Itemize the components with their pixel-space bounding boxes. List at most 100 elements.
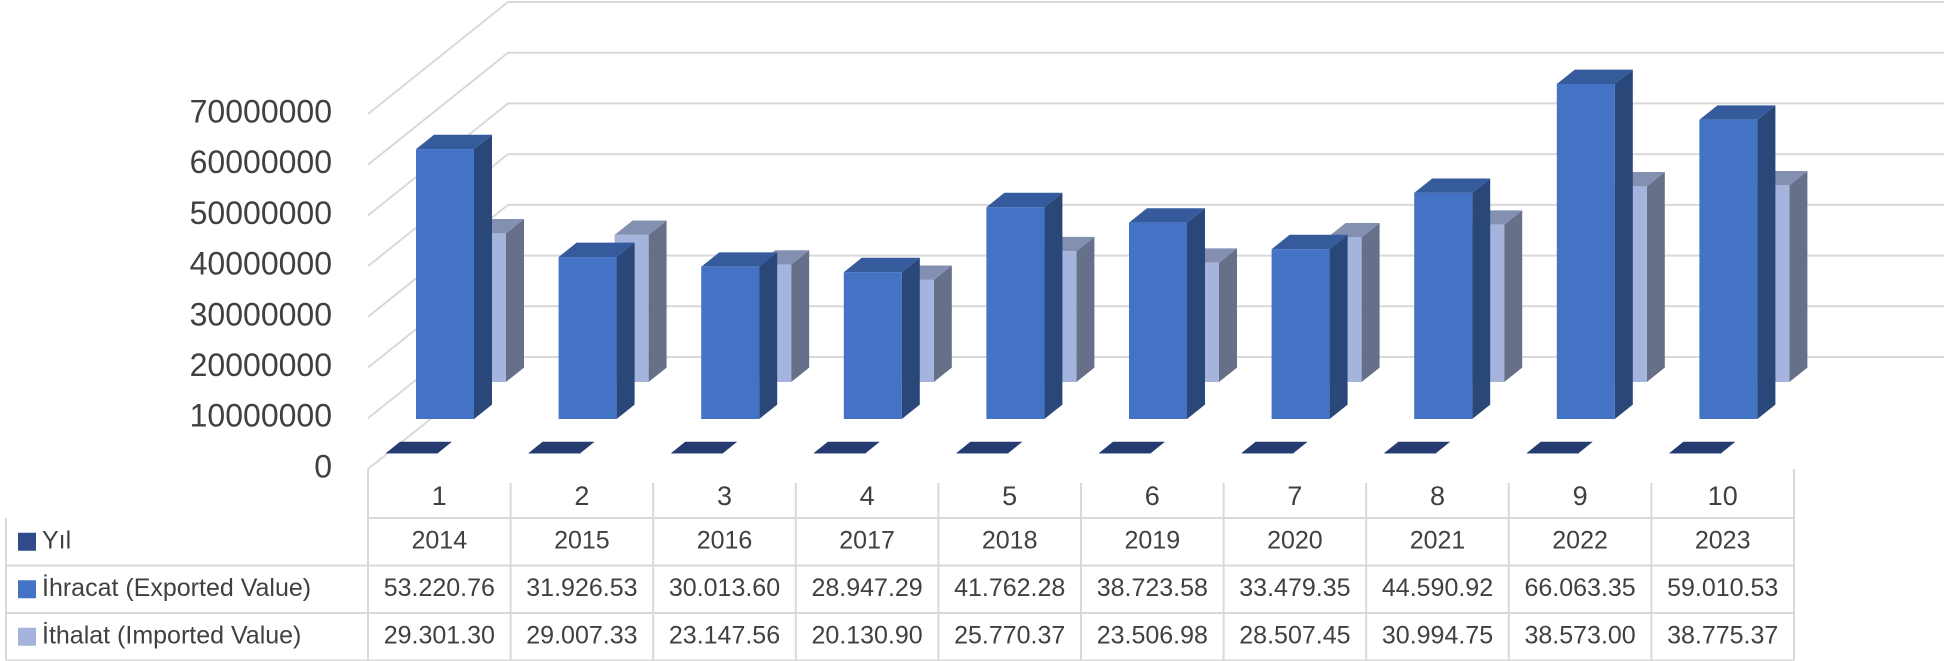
grid-line — [367, 51, 1944, 166]
bar — [1129, 222, 1187, 419]
y-tick-label: 70000000 — [190, 93, 332, 129]
bar-side — [1044, 192, 1063, 419]
bar — [1241, 452, 1294, 454]
table-cell: 2015 — [554, 526, 610, 554]
bar-side — [438, 441, 452, 453]
table-cell: 25.770.37 — [954, 621, 1065, 649]
bar-side — [1436, 441, 1451, 453]
grid-line — [367, 102, 1944, 217]
x-tick-label: 8 — [1430, 481, 1445, 511]
grid-line — [367, 0, 1944, 115]
bar — [386, 452, 438, 454]
bar-side — [1076, 236, 1095, 382]
bar-side — [1151, 441, 1165, 453]
bar-side — [1721, 441, 1736, 453]
table-cell: 29.007.33 — [526, 621, 637, 649]
bar-side — [1504, 210, 1523, 382]
table-cell: 2019 — [1124, 526, 1180, 554]
bar-side — [1472, 178, 1491, 419]
bar — [671, 452, 724, 454]
bar-top — [558, 242, 635, 258]
table-cell: 23.147.56 — [669, 621, 780, 649]
table-cell: 66.063.35 — [1524, 574, 1635, 602]
bar-top — [813, 441, 880, 453]
bar-top — [1129, 208, 1205, 223]
table-cell: 44.590.92 — [1382, 574, 1493, 602]
bar-side — [1293, 441, 1308, 453]
table-cell: 2021 — [1410, 526, 1466, 554]
bar-top — [843, 257, 920, 273]
table-cell: 2018 — [982, 526, 1038, 554]
y-tick-label: 30000000 — [190, 296, 332, 332]
table-cell: 2023 — [1695, 526, 1751, 554]
x-tick-label: 2 — [574, 481, 589, 511]
legend-swatch — [18, 580, 36, 599]
y-tick-label: 20000000 — [190, 347, 332, 383]
bar — [1556, 83, 1615, 419]
bar-top — [1384, 441, 1451, 453]
bar-top — [386, 441, 452, 453]
bar — [416, 149, 474, 419]
bar — [1414, 192, 1473, 419]
bar-side — [1187, 208, 1205, 419]
y-tick-label: 40000000 — [190, 246, 332, 282]
table-cell: 38.775.37 — [1667, 621, 1778, 649]
bar-top — [701, 252, 778, 267]
bar — [1669, 452, 1722, 454]
table-cell: 28.947.29 — [811, 574, 922, 602]
bar-top — [1327, 223, 1380, 238]
bar-top — [1556, 69, 1633, 84]
table-cell: 30.013.60 — [669, 574, 780, 602]
bar — [701, 266, 760, 419]
bar-top — [986, 192, 1063, 208]
bar — [1271, 249, 1330, 419]
bar-side — [865, 441, 880, 453]
bar-side — [1219, 248, 1237, 382]
bar-top — [1271, 234, 1348, 250]
bar-side — [791, 250, 810, 382]
table-cell: 2022 — [1552, 526, 1608, 554]
x-tick-label: 7 — [1287, 481, 1302, 511]
bar-top — [1669, 441, 1736, 453]
bar-side — [933, 265, 952, 382]
table-cell: 31.926.53 — [526, 574, 637, 602]
bar-side — [506, 219, 524, 382]
bar-top — [671, 441, 738, 453]
bar-side — [580, 441, 595, 453]
bar — [1699, 119, 1758, 420]
table-cell: 59.010.53 — [1667, 574, 1778, 602]
bar-side — [723, 441, 738, 453]
table-cell: 2014 — [411, 526, 467, 554]
bar-side — [759, 252, 778, 419]
table-cell: 28.507.45 — [1239, 621, 1350, 649]
table-cell: 2020 — [1267, 526, 1323, 554]
x-tick-label: 4 — [860, 481, 875, 511]
legend-swatch — [18, 532, 36, 551]
bar — [813, 452, 866, 454]
y-tick-label: 50000000 — [190, 195, 332, 231]
bar-side — [648, 220, 667, 382]
bar-top — [416, 134, 492, 150]
table-cell: 20.130.90 — [811, 621, 922, 649]
table-cell: 38.723.58 — [1097, 574, 1208, 602]
x-tick-label: 1 — [432, 481, 447, 511]
bar-side — [1757, 105, 1776, 420]
legend-label: İthalat (Imported Value) — [42, 620, 301, 649]
bar-top — [1099, 441, 1165, 453]
table-cell: 33.479.35 — [1239, 574, 1350, 602]
table-cell: 23.506.98 — [1097, 621, 1208, 649]
legend-label: İhracat (Exported Value) — [42, 573, 311, 602]
y-tick-label: 10000000 — [190, 398, 332, 434]
x-tick-label: 9 — [1573, 481, 1588, 511]
bar — [1526, 452, 1579, 454]
bar — [956, 452, 1009, 454]
bar-top — [614, 220, 667, 235]
bar-side — [1646, 171, 1665, 382]
bar — [558, 257, 617, 419]
x-tick-label: 6 — [1145, 481, 1160, 511]
bar-top — [1526, 441, 1593, 453]
table-cell: 29.301.30 — [384, 621, 495, 649]
table-cell: 2017 — [839, 526, 895, 554]
x-tick-label: 3 — [717, 481, 732, 511]
